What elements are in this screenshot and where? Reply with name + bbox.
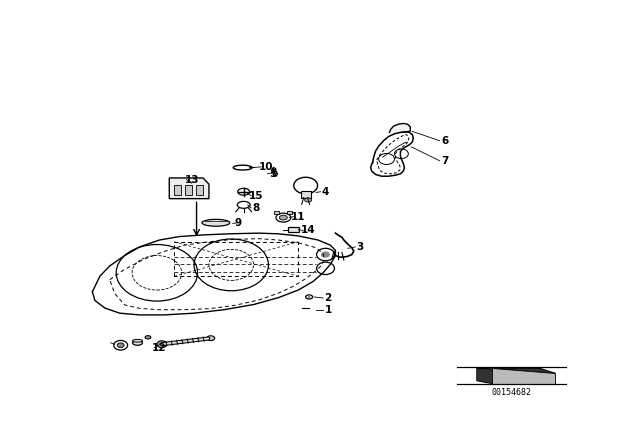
Ellipse shape bbox=[145, 336, 151, 339]
Ellipse shape bbox=[280, 215, 287, 220]
Ellipse shape bbox=[132, 340, 143, 342]
Bar bbox=[174, 185, 181, 194]
Polygon shape bbox=[492, 368, 555, 383]
Text: 00154682: 00154682 bbox=[492, 388, 531, 397]
Text: 1: 1 bbox=[324, 305, 332, 315]
Text: 13: 13 bbox=[184, 175, 199, 185]
Polygon shape bbox=[477, 368, 555, 373]
Text: 15: 15 bbox=[249, 191, 263, 201]
Bar bbox=[301, 191, 310, 198]
Circle shape bbox=[117, 343, 124, 348]
Ellipse shape bbox=[207, 336, 214, 340]
Polygon shape bbox=[390, 124, 410, 133]
Ellipse shape bbox=[307, 296, 311, 298]
Polygon shape bbox=[169, 178, 209, 198]
Text: 11: 11 bbox=[291, 211, 305, 222]
Bar bbox=[196, 185, 203, 194]
Circle shape bbox=[157, 341, 167, 348]
Bar bbox=[185, 185, 192, 194]
Bar bbox=[288, 227, 300, 233]
Text: 14: 14 bbox=[301, 225, 316, 235]
Text: 5: 5 bbox=[269, 169, 276, 179]
Polygon shape bbox=[477, 368, 555, 383]
Text: 8: 8 bbox=[252, 203, 260, 213]
Text: 9: 9 bbox=[234, 219, 241, 228]
Text: 2: 2 bbox=[324, 293, 332, 303]
Bar bbox=[275, 211, 280, 214]
Text: 6: 6 bbox=[441, 136, 448, 146]
Text: 12: 12 bbox=[152, 343, 166, 353]
Text: 7: 7 bbox=[441, 156, 448, 166]
Circle shape bbox=[114, 340, 127, 350]
Ellipse shape bbox=[202, 220, 230, 226]
Text: 4: 4 bbox=[322, 187, 329, 197]
Text: 3: 3 bbox=[356, 242, 364, 252]
Bar bbox=[287, 211, 292, 214]
Ellipse shape bbox=[305, 198, 312, 202]
Text: 10: 10 bbox=[259, 162, 273, 172]
Circle shape bbox=[321, 251, 330, 258]
Ellipse shape bbox=[132, 340, 143, 345]
